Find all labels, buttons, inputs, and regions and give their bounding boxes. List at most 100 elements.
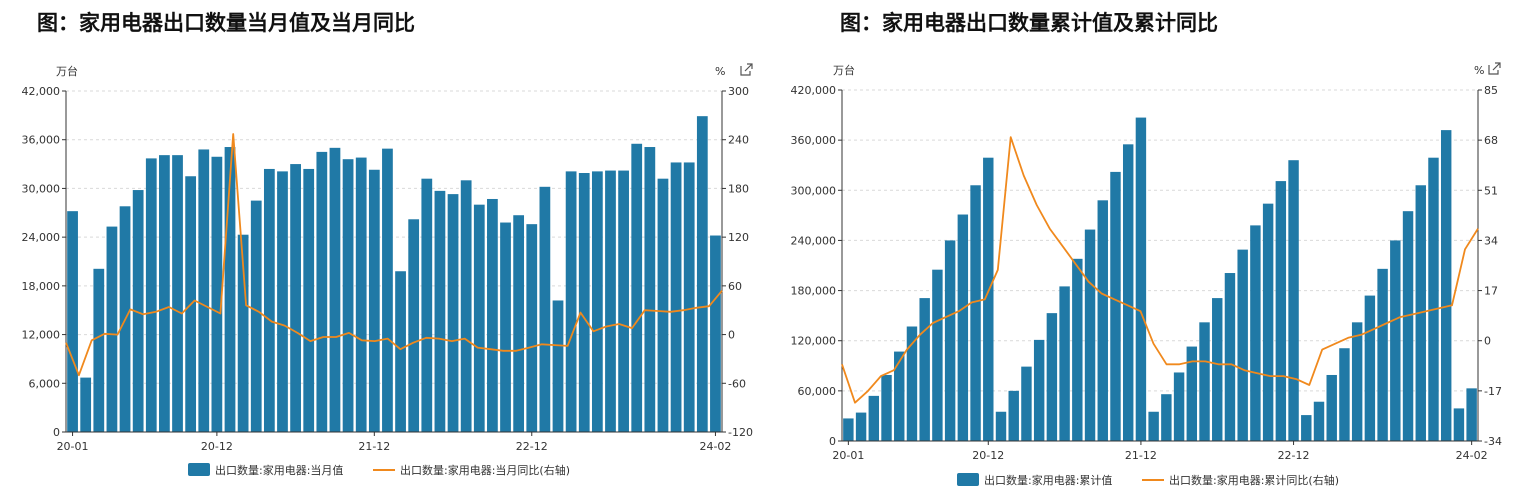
bar	[1250, 225, 1261, 441]
y-left-tick-label: 420,000	[791, 84, 837, 97]
bar	[408, 219, 420, 432]
bar	[1021, 366, 1032, 441]
bar	[1097, 200, 1108, 441]
y-right-tick-label: 60	[728, 280, 742, 293]
y-left-tick-label: 36,000	[22, 134, 61, 147]
bar	[1212, 298, 1223, 441]
bar	[1237, 249, 1248, 441]
bar	[434, 190, 446, 432]
bar	[670, 162, 682, 432]
y-right-tick-label: -60	[728, 377, 746, 390]
legend-bar-swatch	[957, 473, 979, 486]
bar	[868, 395, 880, 441]
bar	[957, 214, 969, 441]
x-tick-label: 20-12	[201, 440, 233, 453]
x-tick-label: 20-12	[972, 449, 1004, 462]
x-tick-label: 22-12	[516, 440, 548, 453]
y-right-tick-label: 300	[728, 85, 749, 98]
bar	[696, 116, 708, 433]
y-right-tick-label: 0	[1484, 335, 1491, 348]
yoy-line	[841, 136, 1479, 404]
y-right-tick-label: -17	[1484, 385, 1502, 398]
bar	[1148, 411, 1159, 441]
bar	[355, 157, 367, 433]
bar	[1161, 394, 1172, 441]
chart-panel-cumulative: 图：家用电器出口数量累计值及累计同比 0 -34 60,000 -17 120,000 0…	[767, 0, 1534, 502]
bar	[1059, 286, 1070, 441]
bar	[487, 198, 498, 432]
y-right-tick-label: 120	[728, 231, 749, 244]
bar	[500, 222, 511, 432]
bar	[237, 234, 249, 432]
bar	[1033, 339, 1045, 441]
bar	[1110, 171, 1121, 441]
bar	[159, 155, 170, 432]
x-tick-label: 21-12	[358, 440, 390, 453]
bar	[513, 215, 525, 432]
bar	[303, 168, 315, 432]
y-right-tick-label: 17	[1484, 285, 1498, 298]
bar	[1288, 160, 1299, 441]
bar	[329, 147, 341, 433]
bar	[1084, 229, 1096, 441]
y-left-tick-label: 6,000	[29, 377, 61, 390]
export-icon	[740, 63, 753, 76]
bar	[539, 186, 551, 432]
y-left-tick-label: 60,000	[798, 385, 837, 398]
bar	[80, 377, 92, 432]
bar	[843, 418, 854, 441]
bar	[277, 171, 288, 432]
y-left-tick-label: 300,000	[791, 184, 837, 197]
y-right-tick-label: 180	[728, 182, 749, 195]
y-right-tick-label: 0	[728, 329, 735, 342]
y-left-tick-label: 18,000	[22, 280, 61, 293]
bar	[944, 240, 956, 441]
bar	[578, 173, 590, 432]
bar	[631, 143, 643, 432]
y-right-tick-label: 85	[1484, 84, 1498, 97]
bar	[1326, 374, 1337, 441]
bar	[1224, 273, 1236, 441]
bar	[1173, 372, 1185, 441]
y-left-tick-label: 0	[829, 435, 836, 448]
bar	[250, 200, 262, 432]
bar	[382, 148, 393, 432]
bar	[106, 226, 118, 432]
legend-line-label: 出口数量:家用电器:当月同比(右轴)	[400, 463, 570, 477]
bar	[1301, 415, 1312, 441]
bar	[1122, 144, 1134, 442]
bar	[1046, 313, 1058, 441]
bar	[263, 168, 275, 432]
bar	[1186, 346, 1198, 441]
bar	[1390, 240, 1401, 441]
cumulative-chart-svg: 0 -34 60,000 -17 120,000 0 180,000 17 240,000 34 3…	[791, 62, 1502, 487]
x-tick-label: 20-01	[57, 440, 89, 453]
bar	[198, 149, 210, 432]
yoy-line	[65, 133, 723, 377]
chart-panel-monthly: 图：家用电器出口数量当月值及当月同比 0 -120 6,000 -60 12,000 0 1…	[22, 10, 753, 477]
bar	[368, 169, 380, 432]
bar	[552, 300, 564, 432]
bar	[421, 178, 433, 432]
bar	[1072, 258, 1083, 441]
bar	[565, 171, 577, 432]
bar	[932, 269, 943, 441]
chart-title: 图：家用电器出口数量累计值及累计同比	[840, 10, 1218, 35]
bar	[132, 190, 144, 432]
bar	[1453, 408, 1465, 441]
y-left-unit: 万台	[56, 64, 78, 78]
bar	[1466, 388, 1477, 441]
legend-line-label: 出口数量:家用电器:累计同比(右轴)	[1169, 473, 1339, 487]
bar	[1364, 295, 1376, 441]
bar	[526, 224, 538, 432]
bar	[290, 164, 301, 433]
bar	[447, 194, 459, 432]
y-right-tick-label: 34	[1484, 234, 1498, 247]
bar	[970, 185, 981, 441]
y-left-tick-label: 24,000	[22, 231, 61, 244]
bar	[224, 147, 236, 432]
bar	[1440, 130, 1452, 441]
y-left-unit: 万台	[833, 63, 855, 77]
bar	[995, 411, 1007, 441]
x-tick-label: 24-02	[1456, 449, 1488, 462]
